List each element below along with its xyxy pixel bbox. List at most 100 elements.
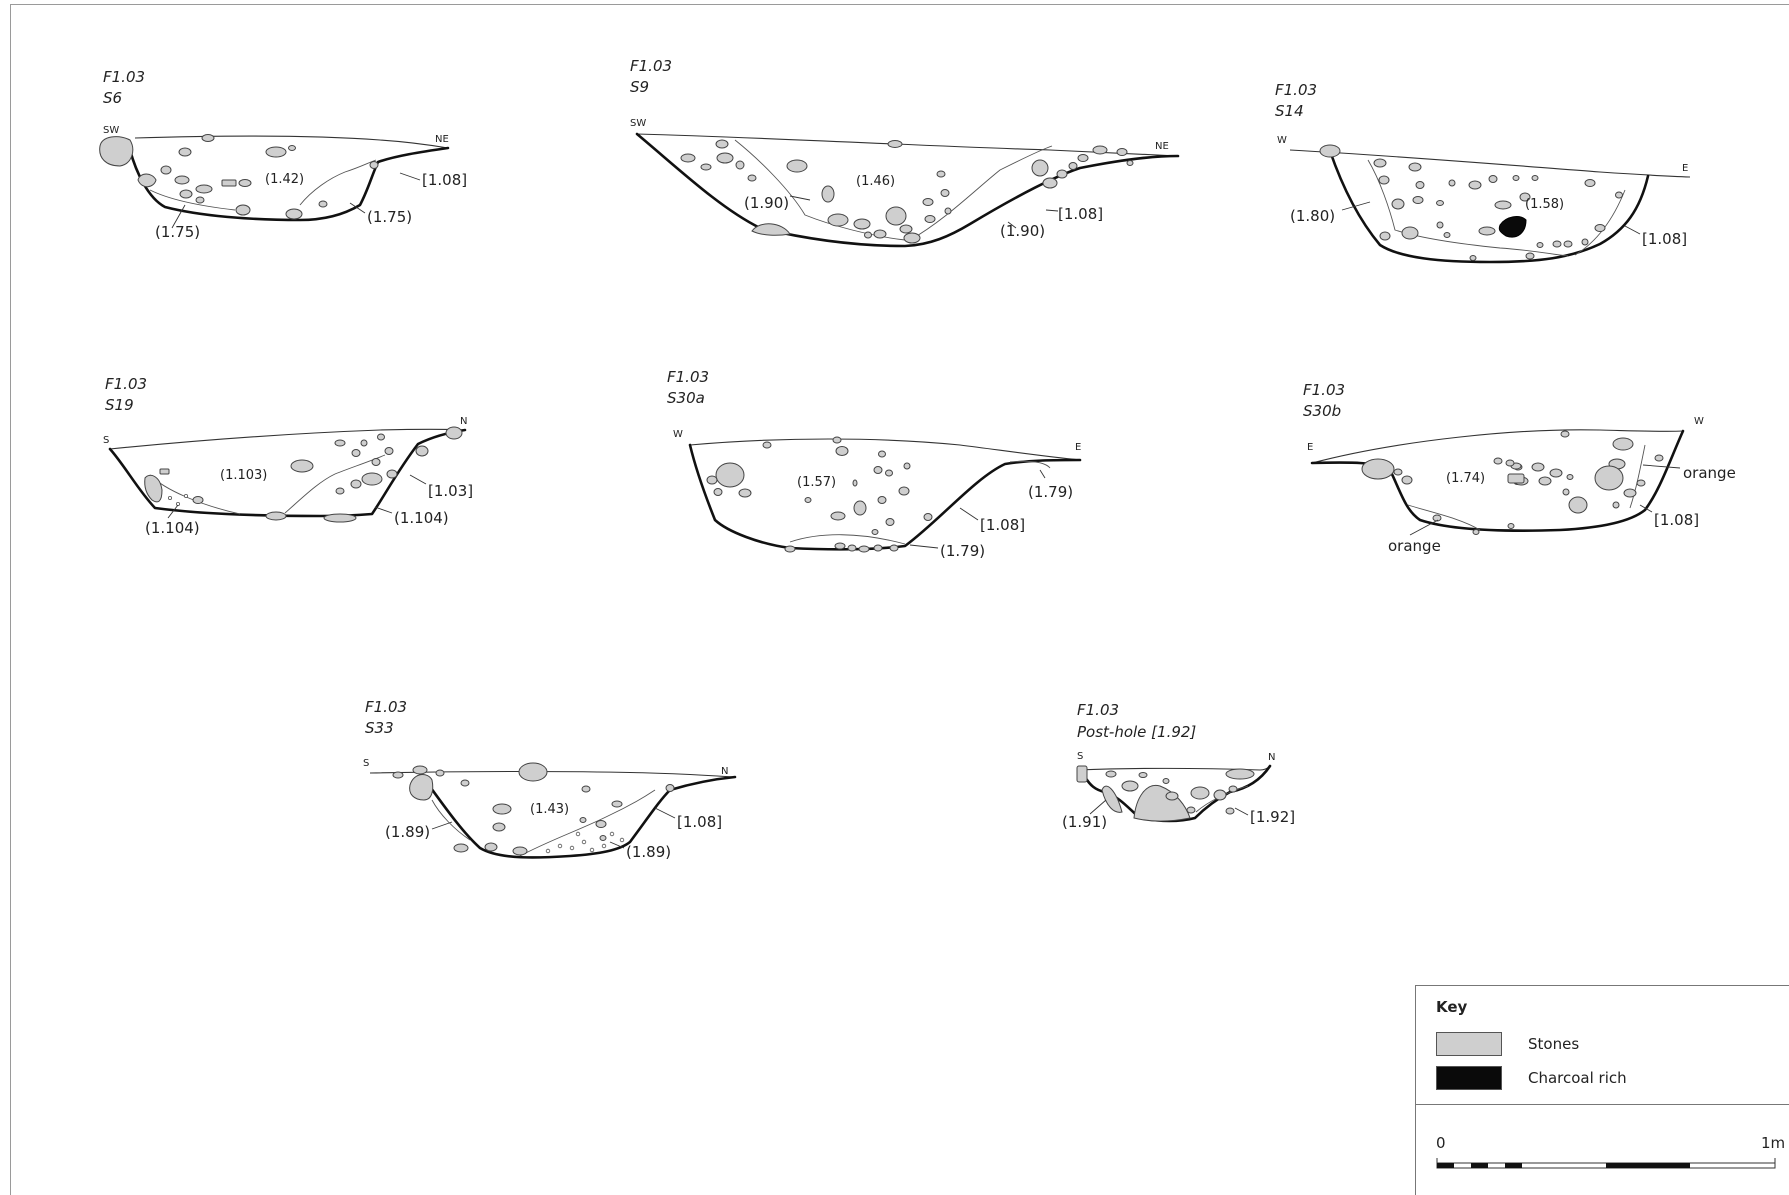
context-label: (1.90)	[744, 194, 789, 212]
stone	[700, 163, 712, 171]
stone	[1563, 240, 1573, 248]
stone	[1190, 786, 1210, 800]
stone	[747, 174, 757, 182]
label-leader	[431, 821, 453, 830]
stone	[1519, 192, 1531, 202]
stone	[159, 468, 170, 475]
label-leader	[1039, 469, 1046, 479]
stone	[445, 426, 463, 440]
label-leader	[1045, 209, 1059, 212]
stone	[1105, 770, 1117, 778]
section-project: F1.03	[1303, 381, 1345, 399]
label-leader	[1007, 221, 1017, 229]
stone	[435, 769, 445, 777]
pebble	[167, 495, 172, 500]
pebble	[581, 839, 587, 845]
stone	[335, 487, 345, 495]
stone	[1225, 807, 1235, 815]
stone	[716, 152, 734, 164]
stone	[1056, 169, 1068, 179]
section-name: S9	[630, 78, 649, 96]
stone	[713, 488, 723, 496]
stone	[1133, 784, 1191, 822]
context-label: (1.75)	[155, 223, 200, 241]
fill-boundary	[299, 159, 377, 206]
stone	[288, 145, 296, 151]
stone	[1319, 144, 1341, 158]
stone	[715, 139, 729, 149]
stone	[1412, 196, 1424, 204]
stone	[386, 469, 398, 479]
section-s14: F1.03 S14 W E	[1275, 81, 1691, 264]
context-label: [1.08]	[1058, 205, 1103, 223]
label-leader	[1089, 799, 1107, 815]
stone	[899, 224, 913, 234]
scale-start-label: 0	[1436, 1134, 1446, 1152]
label-leader	[654, 807, 676, 819]
label-leader	[909, 544, 939, 549]
stone	[238, 179, 252, 187]
stone	[518, 762, 548, 782]
pebble	[609, 831, 615, 837]
stone	[873, 229, 887, 239]
stone	[1415, 181, 1425, 189]
stone	[492, 822, 506, 832]
stone	[1566, 474, 1574, 480]
fill-boundary	[284, 454, 386, 514]
stone	[887, 140, 903, 148]
stone	[1562, 488, 1570, 496]
stone	[1391, 198, 1405, 210]
stone	[835, 446, 849, 456]
stone	[924, 215, 936, 223]
legend-label-stones: Stones	[1528, 1035, 1580, 1053]
orientation-right: N	[1268, 752, 1275, 763]
section-project: F1.03	[365, 698, 407, 716]
stone	[1615, 191, 1623, 199]
orientation-right: W	[1694, 416, 1704, 427]
label-leader	[1642, 464, 1681, 469]
stone	[453, 843, 469, 853]
context-label: [1.08]	[980, 516, 1025, 534]
scale-bar	[1436, 1158, 1776, 1169]
section-project: F1.03	[1275, 81, 1317, 99]
stone	[1472, 529, 1480, 535]
stone	[830, 511, 846, 521]
stone	[581, 785, 591, 793]
stone	[923, 513, 933, 521]
stone	[1531, 175, 1539, 181]
context-label: (1.79)	[940, 542, 985, 560]
fill-boundary	[1629, 444, 1646, 509]
orientation-left: SW	[103, 125, 119, 136]
context-label: (1.79)	[1028, 483, 1073, 501]
stone	[786, 159, 808, 173]
section-name: Post-hole [1.92]	[1077, 723, 1196, 741]
orientation-left: W	[1277, 135, 1287, 146]
stone	[738, 488, 752, 498]
orientation-right: E	[1682, 163, 1688, 174]
context-label: (1.89)	[626, 843, 671, 861]
orientation-left: S	[363, 758, 369, 769]
fill-boundary	[149, 189, 236, 211]
stone	[1505, 459, 1515, 467]
section-name: S19	[105, 396, 134, 414]
stone	[1076, 765, 1088, 783]
context-label: [1.08]	[677, 813, 722, 831]
stone	[864, 231, 872, 239]
stone	[1126, 160, 1134, 166]
stone	[1507, 523, 1515, 529]
label-leader	[171, 204, 186, 229]
orientation-left: W	[673, 429, 683, 440]
stone	[1225, 768, 1255, 780]
stone	[195, 184, 213, 194]
section-project: F1.03	[630, 57, 672, 75]
section-project: F1.03	[103, 68, 145, 86]
context-label: orange	[1388, 537, 1441, 555]
stone	[160, 165, 172, 175]
section-name: S14	[1275, 102, 1304, 120]
context-label: [1.08]	[422, 171, 467, 189]
stone	[579, 817, 587, 823]
label-leader	[349, 202, 366, 214]
label-leader	[1624, 225, 1641, 235]
fill-boundary	[909, 145, 1053, 241]
stone	[1560, 430, 1570, 438]
